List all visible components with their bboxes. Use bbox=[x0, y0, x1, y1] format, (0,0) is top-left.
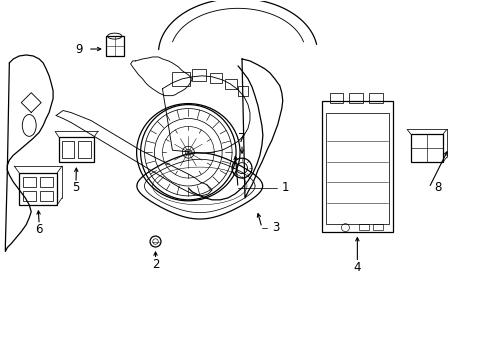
Bar bbox=[62, 141, 74, 158]
Text: 5: 5 bbox=[72, 181, 80, 194]
Bar bbox=[349, 93, 363, 103]
Bar bbox=[105, 36, 123, 56]
Text: 8: 8 bbox=[433, 181, 440, 194]
Text: 4: 4 bbox=[353, 261, 360, 274]
Text: 2: 2 bbox=[151, 258, 159, 271]
Bar bbox=[192, 69, 206, 81]
Text: 7: 7 bbox=[238, 132, 245, 145]
Bar bbox=[172, 72, 190, 86]
Text: 9: 9 bbox=[75, 42, 83, 55]
Bar bbox=[329, 93, 343, 103]
Text: 1: 1 bbox=[281, 181, 289, 194]
Bar bbox=[59, 137, 94, 162]
Text: 3: 3 bbox=[271, 221, 279, 234]
Bar bbox=[224, 79, 237, 89]
Text: 6: 6 bbox=[35, 223, 43, 236]
Bar bbox=[78, 141, 91, 158]
Bar bbox=[23, 191, 36, 201]
Bar bbox=[325, 113, 388, 224]
Bar bbox=[321, 100, 392, 231]
Bar bbox=[238, 86, 247, 96]
Bar bbox=[368, 93, 383, 103]
Bar bbox=[410, 134, 442, 162]
Bar bbox=[359, 224, 368, 230]
Bar bbox=[19, 173, 57, 205]
Bar bbox=[372, 224, 383, 230]
Bar bbox=[210, 73, 222, 83]
Bar bbox=[23, 177, 36, 187]
Bar bbox=[40, 191, 53, 201]
Bar bbox=[40, 177, 53, 187]
